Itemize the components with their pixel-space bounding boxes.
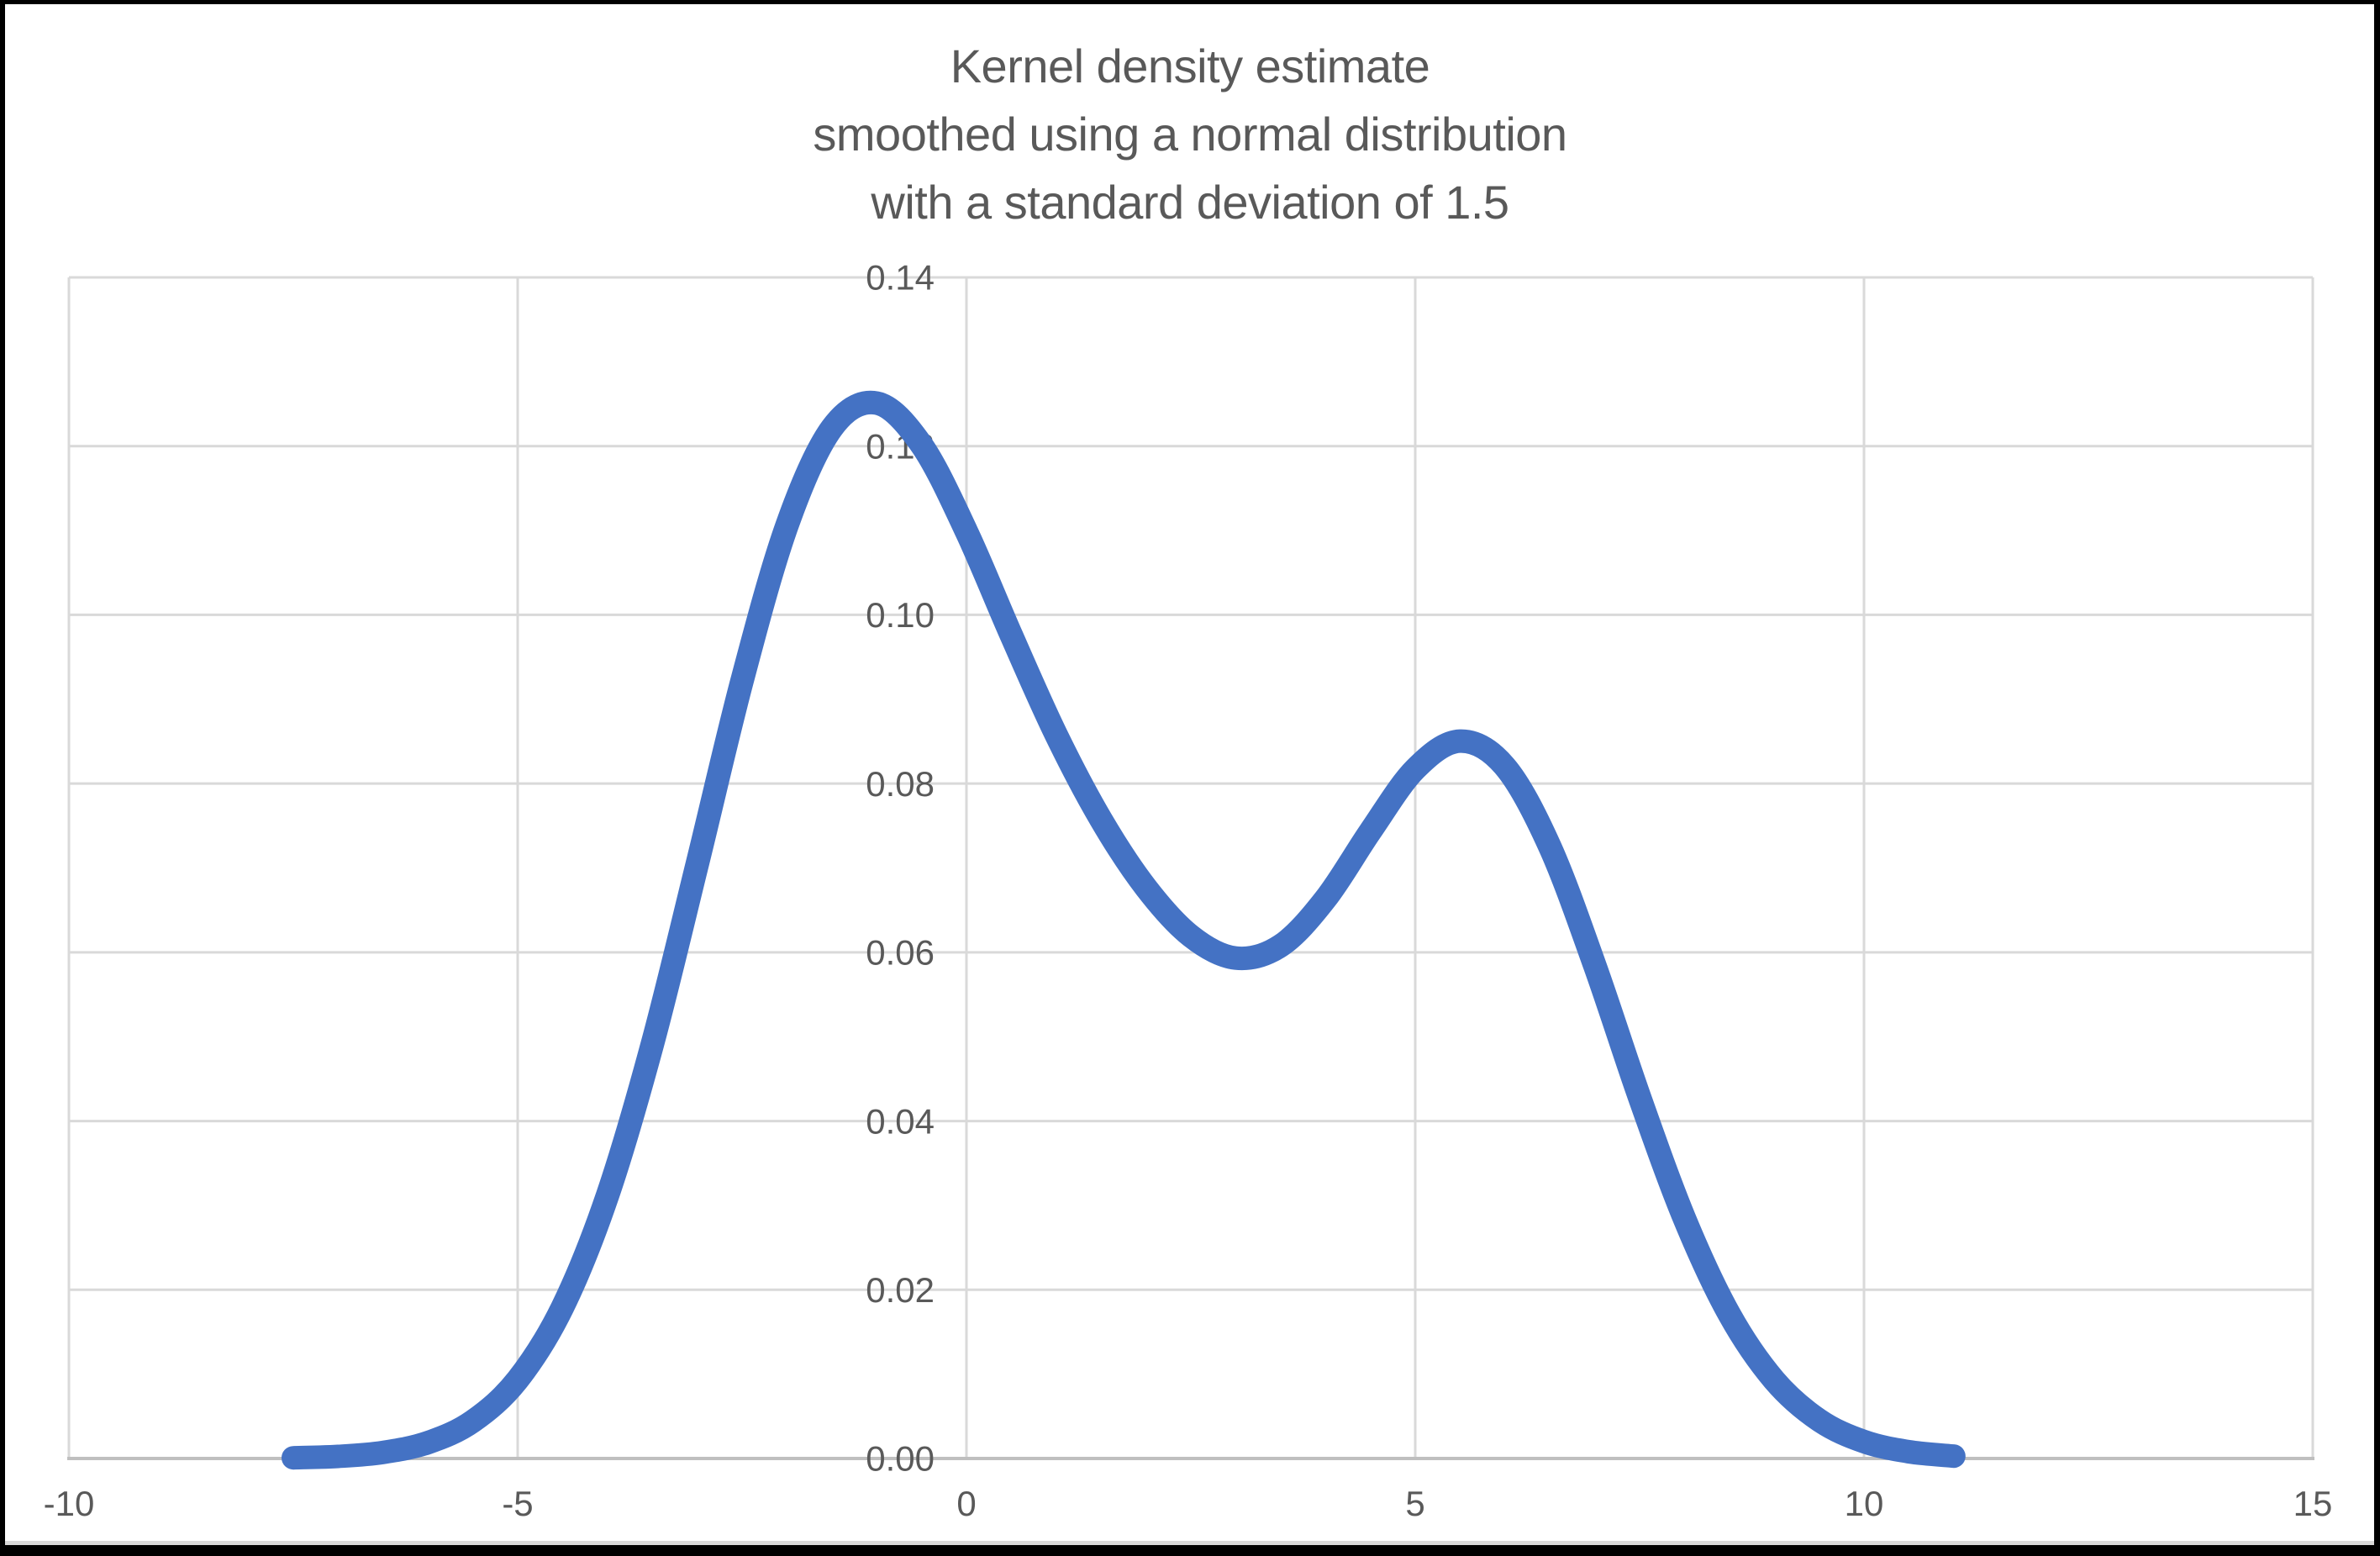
y-tick-label: 0.04: [866, 1101, 935, 1141]
kde-curve: [282, 390, 1966, 1470]
chart-title-line-3: with a standard deviation of 1.5: [871, 176, 1509, 229]
x-tick-label: 10: [1845, 1484, 1884, 1523]
y-tick-label: 0.10: [866, 595, 935, 635]
y-tick-label: 0.14: [866, 258, 935, 298]
chart-title: Kernel density estimate smoothed using a…: [0, 32, 2380, 236]
chart-title-line-2: smoothed using a normal distribution: [813, 108, 1567, 161]
x-tick-label: -5: [502, 1484, 533, 1523]
y-tick-label: 0.02: [866, 1270, 935, 1310]
chart-title-line-1: Kernel density estimate: [950, 40, 1430, 92]
x-tick-label: 15: [2293, 1484, 2333, 1523]
y-tick-label: 0.00: [866, 1439, 935, 1479]
x-tick-label: 0: [956, 1484, 976, 1523]
x-tick-label: 5: [1405, 1484, 1424, 1523]
x-tick-label: -10: [44, 1484, 95, 1523]
y-tick-label: 0.06: [866, 933, 935, 973]
y-tick-label: 0.08: [866, 764, 935, 804]
